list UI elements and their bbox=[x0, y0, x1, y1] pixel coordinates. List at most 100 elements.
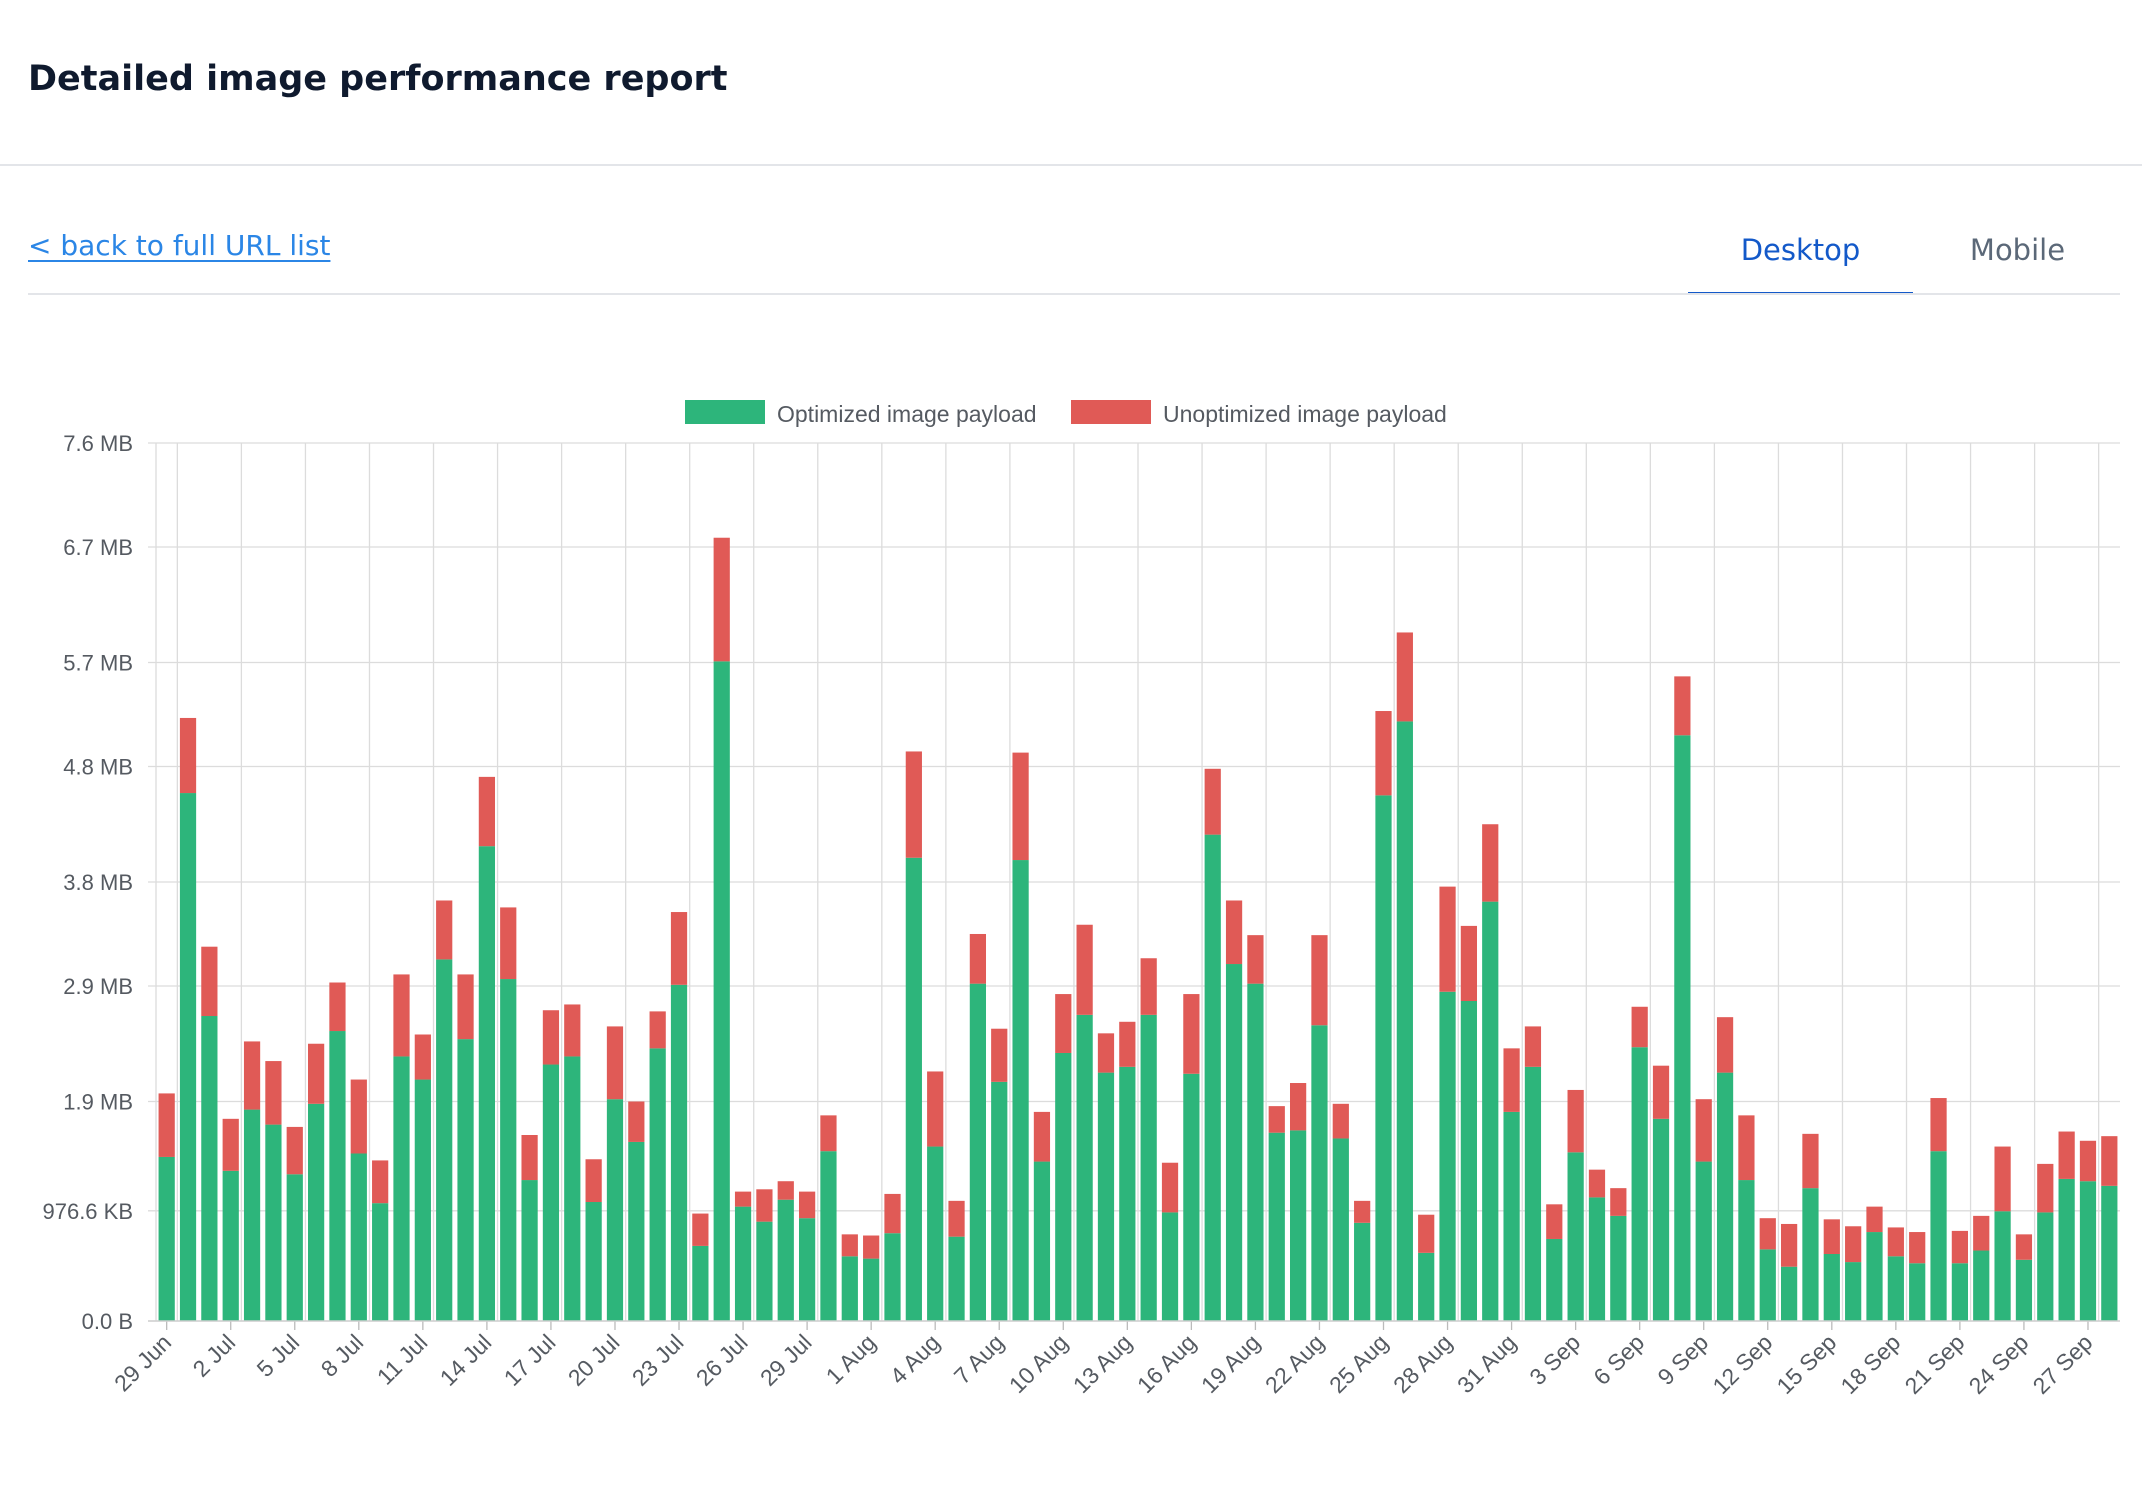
bar-unoptimized bbox=[1759, 1218, 1776, 1250]
bar-optimized bbox=[1289, 1130, 1307, 1321]
bar-optimized bbox=[948, 1236, 965, 1321]
x-axis: 29 Jun 2 Jul 5 Jul 8 Jul 11 Jul 14 Jul 17 Jul 2… bbox=[109, 1320, 2120, 1399]
x-tick-label: 26 Jul bbox=[691, 1329, 753, 1391]
bar-optimized bbox=[201, 1016, 218, 1321]
bar-optimized bbox=[884, 1233, 901, 1321]
bar-optimized bbox=[2079, 1181, 2097, 1321]
bar-unoptimized bbox=[1503, 1048, 1520, 1112]
bar-unoptimized bbox=[286, 1126, 303, 1175]
bar-unoptimized bbox=[542, 1010, 560, 1065]
bar-unoptimized bbox=[1332, 1103, 1349, 1139]
bar-unoptimized bbox=[649, 1011, 666, 1049]
x-tick-label: 18 Sep bbox=[1835, 1329, 1905, 1399]
bar-unoptimized bbox=[1909, 1232, 1926, 1264]
bar-optimized bbox=[1482, 901, 1499, 1321]
bar-optimized bbox=[1140, 1014, 1157, 1321]
bar-unoptimized bbox=[713, 537, 730, 662]
bar-unoptimized bbox=[1460, 925, 1478, 1001]
x-tick-label: 4 Aug bbox=[885, 1329, 945, 1389]
back-to-url-list-link[interactable]: < back to full URL list bbox=[28, 229, 331, 262]
x-tick-label: 13 Aug bbox=[1068, 1329, 1137, 1398]
bar-unoptimized bbox=[1012, 752, 1029, 861]
bar-optimized bbox=[1866, 1232, 1883, 1321]
bar-unoptimized bbox=[500, 907, 517, 980]
bar-optimized bbox=[713, 661, 730, 1321]
x-tick-label: 1 Aug bbox=[821, 1329, 881, 1389]
bar-optimized bbox=[969, 983, 987, 1321]
bar-optimized bbox=[1802, 1188, 1819, 1321]
bar-optimized bbox=[542, 1064, 560, 1321]
bar-optimized bbox=[564, 1056, 581, 1321]
bar-unoptimized bbox=[1695, 1099, 1712, 1162]
bar-optimized bbox=[991, 1081, 1008, 1321]
x-tick-label: 17 Jul bbox=[499, 1329, 561, 1391]
x-tick-label: 23 Jul bbox=[627, 1329, 689, 1391]
x-tick-label: 19 Aug bbox=[1196, 1329, 1265, 1398]
bar-unoptimized bbox=[692, 1213, 709, 1246]
bar-optimized bbox=[1759, 1249, 1776, 1321]
bar-optimized bbox=[1503, 1111, 1520, 1321]
bar-unoptimized bbox=[393, 974, 410, 1057]
bar-optimized bbox=[1716, 1072, 1734, 1321]
y-tick-label: 4.8 MB bbox=[63, 754, 133, 779]
bar-optimized bbox=[1396, 721, 1413, 1321]
bar-optimized bbox=[1439, 991, 1456, 1321]
bar-unoptimized bbox=[820, 1115, 837, 1152]
bar-unoptimized bbox=[606, 1026, 624, 1100]
bar-unoptimized bbox=[1951, 1230, 1969, 1264]
y-tick-label: 7.6 MB bbox=[63, 431, 133, 456]
bar-optimized bbox=[585, 1202, 602, 1321]
bar-unoptimized bbox=[1289, 1083, 1307, 1131]
bar-optimized bbox=[286, 1174, 303, 1321]
bar-optimized bbox=[1994, 1211, 2011, 1321]
bar-optimized bbox=[1375, 795, 1392, 1321]
bar-optimized bbox=[2037, 1212, 2054, 1321]
bar-optimized bbox=[1311, 1025, 1328, 1321]
bar-unoptimized bbox=[414, 1034, 431, 1080]
bar-unoptimized bbox=[307, 1043, 325, 1104]
tab-mobile[interactable]: Mobile bbox=[1969, 233, 2066, 267]
bar-optimized bbox=[1418, 1252, 1435, 1321]
bar-optimized bbox=[1012, 860, 1029, 1321]
bar-optimized bbox=[1887, 1256, 1904, 1321]
y-tick-label: 3.8 MB bbox=[63, 870, 133, 895]
bar-optimized bbox=[1055, 1052, 1072, 1321]
bar-unoptimized bbox=[1268, 1106, 1285, 1133]
bar-unoptimized bbox=[1738, 1115, 1755, 1181]
bar-unoptimized bbox=[2037, 1163, 2054, 1213]
bar-optimized bbox=[1567, 1152, 1584, 1321]
bar-unoptimized bbox=[1866, 1206, 1883, 1233]
bar-optimized bbox=[1033, 1161, 1051, 1321]
bar-unoptimized bbox=[222, 1118, 239, 1171]
bar-optimized bbox=[798, 1218, 816, 1321]
bar-optimized bbox=[1225, 964, 1243, 1321]
bar-optimized bbox=[2058, 1178, 2075, 1321]
tab-desktop[interactable]: Desktop bbox=[1688, 228, 1913, 295]
bar-optimized bbox=[158, 1156, 175, 1321]
bar-unoptimized bbox=[1546, 1204, 1563, 1239]
bar-optimized bbox=[927, 1146, 944, 1321]
bar-optimized bbox=[414, 1079, 431, 1321]
bar-unoptimized bbox=[798, 1191, 816, 1219]
bar-unoptimized bbox=[1823, 1219, 1840, 1254]
bar-unoptimized bbox=[1076, 924, 1093, 1015]
bar-unoptimized bbox=[2058, 1131, 2075, 1179]
bar-optimized bbox=[1354, 1222, 1371, 1321]
bar-unoptimized bbox=[1482, 824, 1499, 902]
bar-optimized bbox=[1546, 1238, 1563, 1321]
y-tick-label: 976.6 KB bbox=[42, 1199, 133, 1224]
bar-unoptimized bbox=[1418, 1214, 1435, 1253]
bar-unoptimized bbox=[777, 1181, 794, 1200]
bar-optimized bbox=[1076, 1014, 1093, 1321]
bar-optimized bbox=[265, 1124, 282, 1321]
legend-label-unoptimized: Unoptimized image payload bbox=[1163, 401, 1447, 427]
x-tick-label: 29 Jun bbox=[109, 1329, 176, 1396]
x-tick-label: 11 Jul bbox=[372, 1329, 433, 1390]
bar-optimized bbox=[2015, 1259, 2033, 1321]
bar-unoptimized bbox=[2079, 1140, 2097, 1182]
bar-unoptimized bbox=[1973, 1215, 1990, 1251]
bar-optimized bbox=[2101, 1185, 2118, 1321]
bar-optimized bbox=[1780, 1266, 1798, 1321]
bar-optimized bbox=[243, 1109, 261, 1321]
bar-unoptimized bbox=[1354, 1200, 1371, 1223]
